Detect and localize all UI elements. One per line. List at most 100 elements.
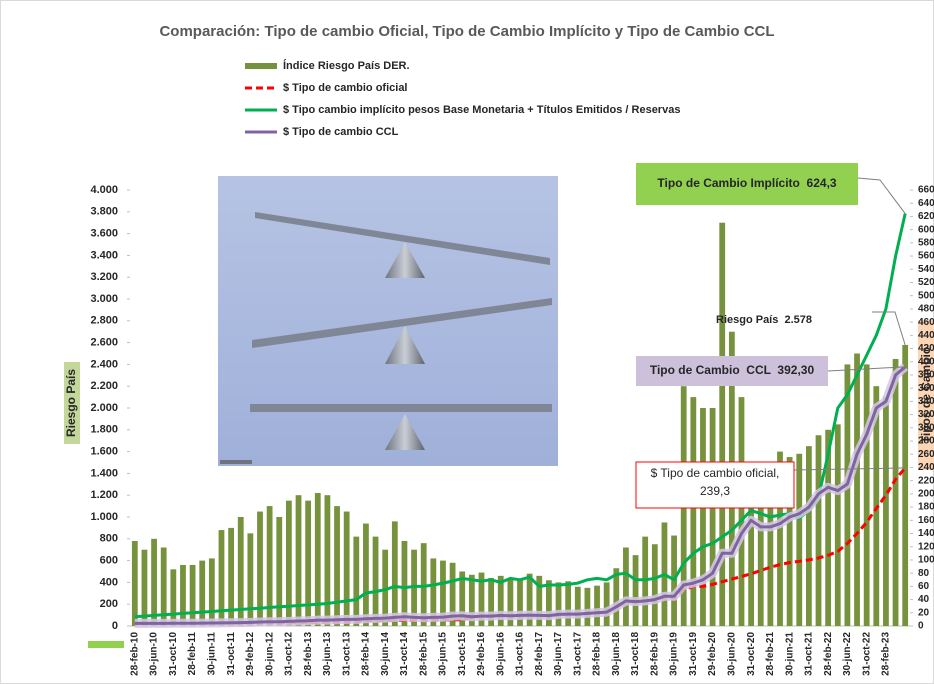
x-tick-label: 30-jun-10 xyxy=(149,632,160,676)
x-tick-label: 31-oct-21 xyxy=(804,632,815,676)
bar xyxy=(623,547,629,626)
x-tick-label: 31-oct-17 xyxy=(572,632,583,676)
x-tick-label: 30-jun-16 xyxy=(495,632,506,676)
y2-tick-label: 520 xyxy=(918,277,934,288)
y-tick-label: 2.200 xyxy=(90,380,118,392)
bar xyxy=(151,538,157,626)
x-tick-label: 28-feb-10 xyxy=(129,632,140,676)
y2-tick-label: 180 xyxy=(918,502,934,513)
x-tick-label: 29-feb-12 xyxy=(245,632,256,676)
bar xyxy=(218,530,225,626)
bar xyxy=(603,582,610,626)
x-tick-label: 28-feb-18 xyxy=(592,632,603,676)
bar xyxy=(844,364,851,626)
y2-tick-label: 620 xyxy=(918,211,934,222)
x-tick-label: 31-oct-16 xyxy=(515,632,526,676)
bar xyxy=(719,222,726,626)
bar xyxy=(709,408,716,626)
x-tick-label: 29-feb-16 xyxy=(476,632,487,676)
bar xyxy=(170,569,177,626)
y2-tick-label: 480 xyxy=(918,304,934,315)
y-tick-label: 0 xyxy=(112,620,118,632)
bar xyxy=(257,511,263,626)
bar xyxy=(507,579,514,626)
y2-tick-label: 560 xyxy=(918,251,934,262)
bar xyxy=(382,549,389,626)
bar xyxy=(208,558,215,626)
y2-tick-label: 140 xyxy=(918,528,934,539)
bar xyxy=(786,457,793,626)
bar xyxy=(574,586,581,626)
legend-swatch xyxy=(245,63,277,69)
y2-tick-label: 0 xyxy=(918,621,924,632)
y2-tick-label: 160 xyxy=(918,515,934,526)
bar xyxy=(180,564,186,626)
legend-label: $ Tipo de cambio oficial xyxy=(283,82,408,94)
y-tick-label: 1.800 xyxy=(90,424,118,436)
x-tick-label: 30-jun-12 xyxy=(264,632,275,676)
y-tick-label: 2.600 xyxy=(90,337,118,349)
bar xyxy=(237,517,244,626)
bar xyxy=(478,572,485,626)
y2-tick-label: 260 xyxy=(918,449,934,460)
x-tick-label: 29-feb-20 xyxy=(707,632,718,676)
y2-tick-label: 640 xyxy=(918,198,934,209)
y2-tick-label: 360 xyxy=(918,383,934,394)
y2-tick-label: 600 xyxy=(918,224,934,235)
y-tick-label: 3.200 xyxy=(90,271,118,283)
x-tick-label: 28-feb-21 xyxy=(765,632,776,676)
chart-title: Comparación: Tipo de cambio Oficial, Tip… xyxy=(159,23,774,40)
y2-tick-label: 400 xyxy=(918,356,934,367)
x-tick-label: 31-oct-13 xyxy=(341,632,352,676)
bar xyxy=(141,549,148,626)
bar xyxy=(738,397,745,626)
legend-label: Índice Riesgo País DER. xyxy=(283,59,410,72)
bar xyxy=(276,517,283,626)
bar xyxy=(700,408,706,626)
bar xyxy=(343,511,350,626)
bar xyxy=(594,585,600,626)
y2-tick-label: 540 xyxy=(918,264,934,275)
y-tick-label: 2.400 xyxy=(90,358,118,370)
bar xyxy=(305,500,312,626)
annotation: Riesgo País 2.578 xyxy=(716,314,812,326)
y-tick-label: 1.400 xyxy=(90,467,118,479)
y-tick-label: 400 xyxy=(100,576,118,588)
x-tick-label: 31-oct-10 xyxy=(168,632,179,676)
annotation-box xyxy=(636,356,828,386)
y2-tick-label: 240 xyxy=(918,462,934,473)
legend-label: $ Tipo cambio implícito pesos Base Monet… xyxy=(283,104,680,116)
bar xyxy=(468,574,475,626)
y2-tick-label: 60 xyxy=(918,581,930,592)
y-tick-label: 3.600 xyxy=(90,228,118,240)
bar xyxy=(796,453,803,626)
y-tick-label: 2.800 xyxy=(90,315,118,327)
line xyxy=(134,213,907,619)
decoration xyxy=(88,641,124,648)
bar xyxy=(767,462,774,626)
bar xyxy=(863,364,870,626)
y-tick-label: 1.600 xyxy=(90,446,118,458)
x-tick-label: 30-jun-11 xyxy=(206,632,217,676)
bar xyxy=(536,575,543,626)
annotation: Tipo de Cambio Implícito 624,3 xyxy=(657,176,836,190)
y2-tick-label: 100 xyxy=(918,555,934,566)
bar xyxy=(517,580,523,626)
bar xyxy=(651,544,658,626)
bar xyxy=(854,353,860,626)
y2-tick-label: 340 xyxy=(918,396,934,407)
x-tick-label: 28-feb-11 xyxy=(187,632,198,676)
x-tick-label: 30-jun-14 xyxy=(380,632,391,676)
y2-tick-label: 440 xyxy=(918,330,934,341)
bar xyxy=(806,446,812,626)
bar xyxy=(883,397,889,626)
y2-tick-label: 200 xyxy=(918,489,934,500)
x-tick-label: 28-feb-19 xyxy=(649,632,660,676)
y2-tick-label: 120 xyxy=(918,541,934,552)
y-tick-label: 4.000 xyxy=(90,184,118,196)
bar xyxy=(892,358,899,626)
leader-line xyxy=(827,366,906,372)
bar xyxy=(314,493,321,626)
bar xyxy=(748,473,754,626)
y-tick-label: 800 xyxy=(100,533,118,545)
